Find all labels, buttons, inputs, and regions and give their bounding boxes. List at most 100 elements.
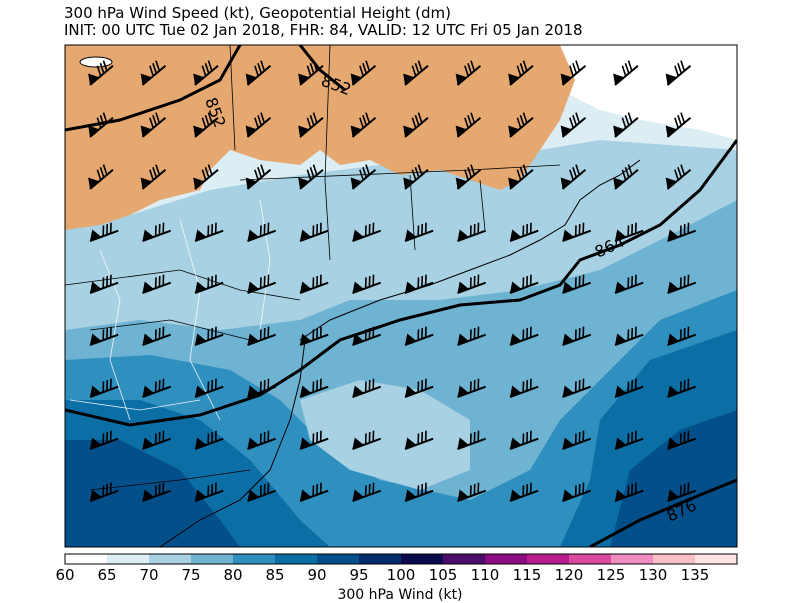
wind-barb <box>404 430 434 450</box>
wind-barb <box>352 378 382 398</box>
wind-barb <box>614 326 644 346</box>
wind-barb <box>245 112 272 138</box>
wind-barb <box>140 60 167 86</box>
colorbar-swatch <box>275 554 318 564</box>
wind-barb <box>299 430 329 450</box>
colorbar-swatch <box>359 554 402 564</box>
wind-barb <box>560 60 587 86</box>
wind-barb <box>403 164 429 190</box>
colorbar-swatch <box>569 554 612 564</box>
colorbar-swatch <box>65 554 108 564</box>
wind-barb <box>509 482 539 502</box>
wind-barb <box>194 378 224 398</box>
wind-barb <box>193 112 219 138</box>
wind-barb <box>142 378 172 398</box>
wind-barb <box>455 112 482 138</box>
colorbar-tick-label: 110 <box>470 566 500 584</box>
wind-barb <box>509 430 539 450</box>
wind-barb <box>298 164 324 190</box>
wind-barb <box>457 430 487 450</box>
colorbar-tick-label: 135 <box>680 566 710 584</box>
chart-title: 300 hPa Wind Speed (kt), Geopotential He… <box>64 4 452 22</box>
wind-barb <box>509 222 539 242</box>
colorbar-swatch <box>653 554 696 564</box>
wind-barb <box>247 482 277 502</box>
wind-barb <box>509 326 539 346</box>
colorbar-swatch <box>233 554 276 564</box>
wind-barbs <box>88 60 697 502</box>
wind-barb <box>667 378 697 398</box>
chart-subtitle: INIT: 00 UTC Tue 02 Jan 2018, FHR: 84, V… <box>64 21 583 39</box>
wind-barb <box>665 164 692 190</box>
wind-barb <box>404 326 434 346</box>
wind-barb <box>352 222 382 242</box>
wind-barb <box>140 112 167 138</box>
wind-barb <box>247 430 277 450</box>
wind-band-85-east <box>610 410 737 547</box>
wind-barb <box>352 430 382 450</box>
wind-barb <box>350 112 377 138</box>
wind-barb <box>613 164 639 190</box>
wind-barb <box>457 222 487 242</box>
colorbar-swatch <box>443 554 486 564</box>
colorbar-swatch <box>695 554 738 564</box>
wind-barb <box>404 274 434 294</box>
wind-barb <box>298 112 324 138</box>
wind-barb <box>245 60 272 86</box>
wind-barb <box>455 60 482 86</box>
wind-barb <box>562 222 592 242</box>
wind-barb <box>245 164 272 190</box>
wind-barb <box>88 164 114 190</box>
height-contours <box>65 45 737 547</box>
colorbar-tick-label: 60 <box>55 566 75 584</box>
colorbar-swatch <box>191 554 234 564</box>
wind-barb <box>352 326 382 346</box>
wind-barb <box>142 482 172 502</box>
wind-barb <box>508 60 534 86</box>
wind-barb <box>562 326 592 346</box>
wind-barb <box>403 112 429 138</box>
wind-barb <box>667 430 697 450</box>
wind-barb <box>455 164 482 190</box>
wind-barb <box>613 60 639 86</box>
colorbar-tick-label: 105 <box>428 566 458 584</box>
ocean-white-region <box>560 45 737 140</box>
colorbar-swatch <box>611 554 654 564</box>
wind-barb <box>457 326 487 346</box>
wind-barb <box>88 60 114 86</box>
wind-barb <box>89 378 119 398</box>
wind-barb <box>665 60 692 86</box>
colorbar-tick-label: 70 <box>139 566 159 584</box>
wind-barb <box>299 274 329 294</box>
wind-barb <box>247 378 277 398</box>
wind-barb <box>194 274 224 294</box>
colorbar-swatch <box>527 554 570 564</box>
wind-barb <box>667 482 697 502</box>
wind-barb <box>299 482 329 502</box>
wind-barb <box>88 112 114 138</box>
colorbar-label: 300 hPa Wind (kt) <box>337 587 463 603</box>
wind-barb <box>562 378 592 398</box>
wind-barb <box>140 164 167 190</box>
wind-barb <box>89 222 119 242</box>
wind-barb <box>560 164 587 190</box>
wind-barb <box>142 430 172 450</box>
wind-barb <box>509 378 539 398</box>
wind-barb <box>614 430 644 450</box>
colorbar-tick-label: 115 <box>512 566 542 584</box>
wind-barb <box>562 430 592 450</box>
wind-barb <box>560 112 587 138</box>
wind-barb <box>89 326 119 346</box>
colorbar-tick-label: 125 <box>596 566 626 584</box>
wind-barb <box>142 274 172 294</box>
wind-barb <box>193 164 219 190</box>
wind-barb <box>614 222 644 242</box>
colorbar-tick-label: 65 <box>97 566 117 584</box>
wind-barb <box>404 222 434 242</box>
wind-barb <box>457 378 487 398</box>
wind-barb <box>613 112 639 138</box>
wind-barb <box>508 164 534 190</box>
colorbar-swatch <box>317 554 360 564</box>
wind-barb <box>89 274 119 294</box>
